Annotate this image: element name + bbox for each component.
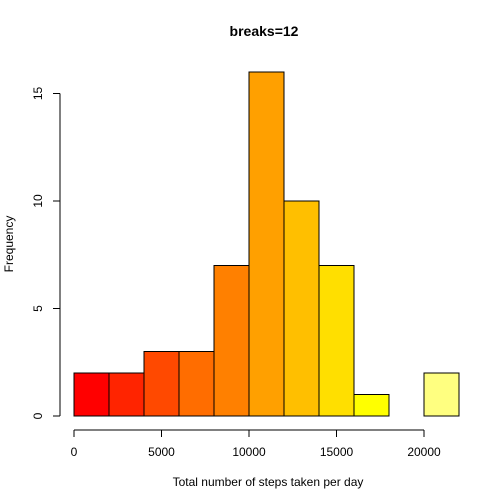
histogram-bar bbox=[108, 372, 145, 417]
histogram-bar bbox=[318, 265, 355, 417]
bars-group bbox=[73, 71, 460, 417]
y-axis-label: Frequency bbox=[2, 216, 16, 273]
chart-title: breaks=12 bbox=[230, 23, 299, 39]
histogram-bar bbox=[283, 200, 320, 417]
x-tick-label: 10000 bbox=[232, 445, 266, 459]
histogram-bar bbox=[248, 71, 285, 417]
x-axis-label: Total number of steps taken per day bbox=[173, 475, 364, 489]
x-tick-label: 0 bbox=[71, 445, 78, 459]
histogram-bar bbox=[178, 351, 215, 417]
histogram-bar bbox=[353, 394, 390, 417]
histogram-bar bbox=[213, 265, 250, 417]
y-tick-label: 15 bbox=[31, 87, 45, 101]
histogram-bar bbox=[73, 372, 110, 417]
y-tick-label: 5 bbox=[31, 305, 45, 312]
x-tick-label: 15000 bbox=[320, 445, 354, 459]
x-axis: 0 5000 10000 15000 20000 bbox=[71, 429, 441, 459]
x-tick-label: 5000 bbox=[148, 445, 175, 459]
y-tick-label: 0 bbox=[31, 412, 45, 419]
y-axis: 0 5 10 15 bbox=[31, 87, 61, 419]
histogram-bar bbox=[423, 372, 460, 417]
x-tick-label: 20000 bbox=[407, 445, 441, 459]
histogram-bar bbox=[143, 351, 180, 417]
y-tick-label: 10 bbox=[31, 194, 45, 208]
